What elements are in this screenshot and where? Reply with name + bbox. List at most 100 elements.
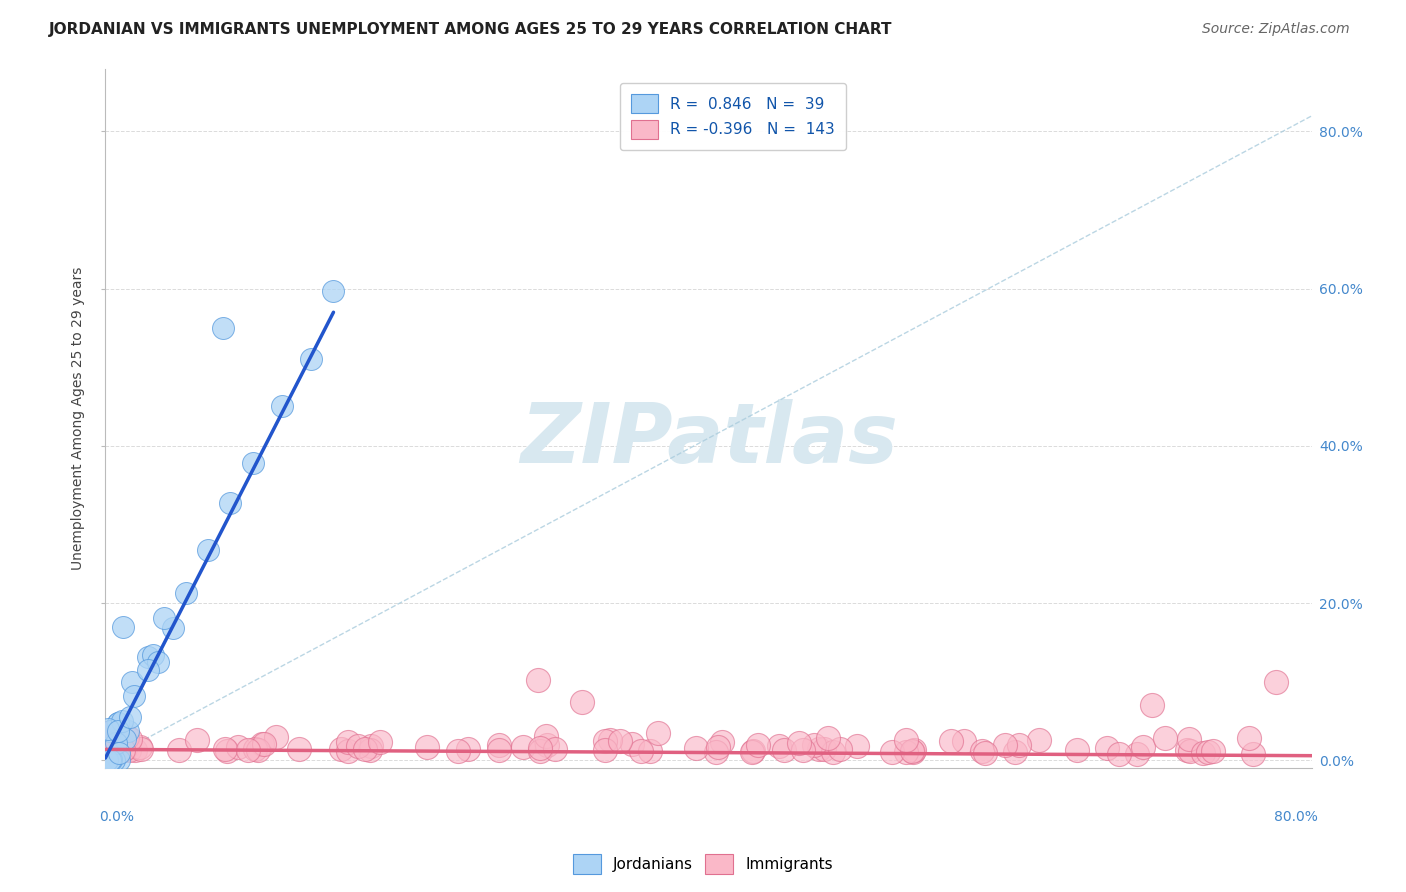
Point [136,650,159,665]
Point [100,753,122,767]
Point [108,753,131,767]
Point [1154,731,1177,745]
Point [107,735,129,749]
Point [1178,731,1201,746]
Point [1241,747,1264,761]
Point [271,399,294,413]
Point [101,739,124,754]
Point [416,740,439,755]
Point [103,753,125,767]
Point [96,739,118,754]
Point [972,744,994,758]
Point [1175,743,1198,757]
Point [197,543,219,558]
Point [512,739,534,754]
Point [129,741,152,756]
Point [953,734,976,748]
Point [792,743,814,757]
Point [359,743,381,757]
Point [100,751,122,765]
Point [939,734,962,748]
Point [787,736,810,750]
Point [1140,698,1163,712]
Point [1108,747,1130,761]
Point [162,621,184,635]
Point [1132,739,1154,754]
Point [103,742,125,756]
Point [544,742,567,756]
Point [638,744,661,758]
Point [447,744,470,758]
Point [110,732,132,747]
Point [121,675,143,690]
Point [97,722,120,736]
Point [330,741,353,756]
Point [107,715,129,730]
Point [353,742,375,756]
Point [973,746,995,760]
Point [828,742,851,756]
Point [114,741,136,756]
Point [108,734,131,748]
Point [813,742,835,756]
Point [236,743,259,757]
Point [1178,744,1201,758]
Point [710,735,733,749]
Point [112,620,135,634]
Point [98,726,121,740]
Point [120,732,142,747]
Point [98,723,121,738]
Point [1237,731,1260,746]
Point [103,733,125,747]
Point [773,743,796,757]
Point [100,736,122,750]
Point [107,716,129,731]
Text: Source: ZipAtlas.com: Source: ZipAtlas.com [1202,22,1350,37]
Point [98,739,121,754]
Point [100,742,122,756]
Point [96,742,118,756]
Point [96,742,118,756]
Point [742,744,765,758]
Point [105,743,128,757]
Point [96,753,118,767]
Point [100,739,122,753]
Point [103,741,125,756]
Point [609,734,631,748]
Point [1095,740,1118,755]
Point [1004,745,1026,759]
Point [101,726,124,740]
Point [124,742,146,756]
Point [97,726,120,740]
Point [901,744,924,758]
Point [647,726,669,740]
Point [96,742,118,756]
Point [571,695,593,709]
Point [96,753,118,767]
Point [817,731,839,746]
Text: ZIPatlas: ZIPatlas [520,399,897,480]
Point [118,742,141,756]
Point [488,738,510,752]
Point [621,737,644,751]
Point [101,742,124,756]
Point [98,734,121,748]
Point [112,743,135,757]
Point [98,741,121,756]
Point [96,739,118,753]
Point [98,753,121,767]
Point [288,741,311,756]
Point [108,746,131,760]
Point [534,730,557,744]
Point [104,736,127,750]
Point [1192,746,1215,760]
Point [96,753,118,767]
Y-axis label: Unemployment Among Ages 25 to 29 years: Unemployment Among Ages 25 to 29 years [72,267,86,570]
Point [153,611,176,625]
Point [1008,738,1031,752]
Point [97,738,120,752]
Point [994,738,1017,752]
Point [107,723,129,738]
Text: 0.0%: 0.0% [100,810,135,824]
Point [1126,747,1149,761]
